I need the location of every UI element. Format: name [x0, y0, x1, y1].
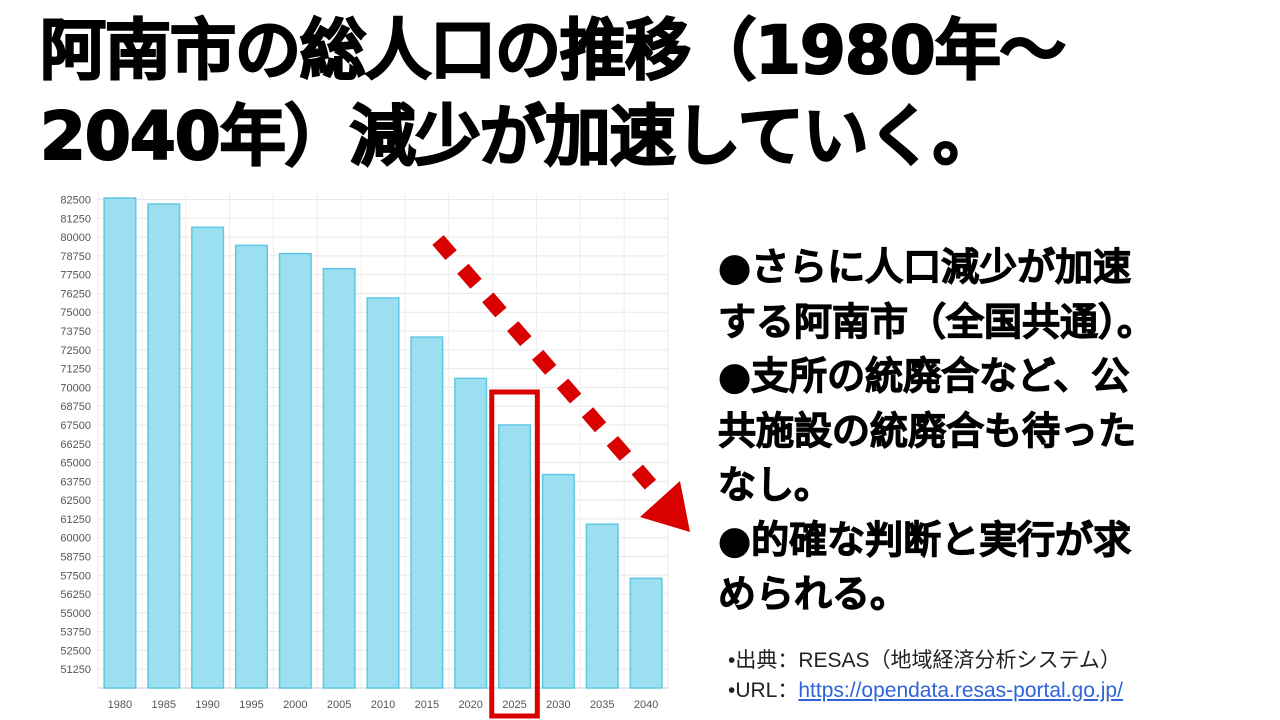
chart-bars [103, 197, 663, 689]
bullet-points: ●さらに人口減少が加速 する阿南市（全国共通）。 ●支所の統廃合など、公 共施設… [718, 240, 1273, 622]
x-tick-label: 1980 [108, 699, 132, 711]
bar-2040 [629, 577, 663, 689]
source-line: •出典：RESAS（地域経済分析システム） [728, 649, 1121, 672]
y-tick-label: 80000 [60, 232, 91, 244]
slide-title: 阿南市の総人口の推移（1980年～ 2040年）減少が加速していく。 [39, 8, 1260, 180]
bar-2005 [322, 267, 356, 689]
y-tick-label: 82500 [60, 195, 91, 207]
y-tick-label: 67500 [60, 420, 91, 432]
y-tick-label: 70000 [60, 382, 91, 394]
x-tick-label: 2010 [371, 699, 395, 711]
title-line-1: 阿南市の総人口の推移（1980年～ [39, 11, 1067, 90]
bar-2010 [366, 297, 400, 689]
x-tick-label: 2005 [327, 699, 351, 711]
bar-2015 [410, 336, 444, 689]
y-tick-label: 62500 [60, 495, 91, 507]
bar-2000 [278, 252, 312, 689]
bullet-line-7: められる。 [718, 572, 909, 617]
bullet-line-2: する阿南市（全国共通）。 [718, 299, 1156, 344]
y-tick-label: 58750 [60, 551, 91, 563]
bar-1995 [234, 244, 268, 689]
x-tick-label: 1990 [195, 699, 219, 711]
bar-1980 [103, 197, 137, 689]
y-tick-label: 73750 [60, 326, 91, 338]
x-tick-label: 2035 [590, 699, 614, 711]
source-link[interactable]: https://opendata.resas-portal.go.jp/ [798, 679, 1123, 702]
y-tick-label: 68750 [60, 401, 91, 413]
bullet-line-6: ●的確な判断と実行が求 [718, 517, 1132, 562]
x-axis-ticks: 1980 1985 1990 1995 2000 2005 2010 2015 2020 2025… [108, 699, 659, 711]
y-tick-label: 76250 [60, 288, 91, 300]
y-tick-label: 63750 [60, 476, 91, 488]
y-tick-label: 71250 [60, 364, 91, 376]
bar-2020 [454, 377, 488, 689]
y-tick-label: 60000 [60, 533, 91, 545]
y-tick-label: 77500 [60, 270, 91, 282]
y-tick-label: 72500 [60, 345, 91, 357]
bar-2030 [541, 473, 575, 689]
y-tick-label: 65000 [60, 458, 91, 470]
url-line: •URL：https://opendata.resas-portal.go.jp… [728, 676, 1123, 706]
y-tick-label: 78750 [60, 251, 91, 263]
x-tick-label: 2000 [283, 699, 307, 711]
y-tick-label: 56250 [60, 589, 91, 601]
y-axis-ticks: 51250 52500 53750 55000 56250 57500 58750 60000… [60, 195, 91, 677]
y-tick-label: 57500 [60, 570, 91, 582]
y-tick-label: 81250 [60, 213, 91, 225]
population-bar-chart: 51250 52500 53750 55000 56250 57500 58750 60000… [60, 192, 669, 719]
y-tick-label: 51250 [60, 664, 91, 676]
bar-1990 [191, 226, 225, 689]
url-label: •URL： [728, 679, 799, 702]
y-tick-label: 55000 [60, 608, 91, 620]
y-tick-label: 52500 [60, 645, 91, 657]
y-tick-label: 66250 [60, 439, 91, 451]
bullet-line-1: ●さらに人口減少が加速 [718, 245, 1132, 290]
y-tick-label: 61250 [60, 514, 91, 526]
y-tick-label: 53750 [60, 627, 91, 639]
bullet-line-4: 共施設の統廃合も待った [718, 408, 1137, 453]
source-citation: •出典：RESAS（地域経済分析システム） •URL：https://opend… [728, 646, 1123, 706]
x-tick-label: 1985 [152, 699, 176, 711]
bar-2025 [498, 424, 532, 689]
title-line-2: 2040年）減少が加速していく。 [39, 97, 1000, 176]
x-tick-label: 2020 [458, 699, 482, 711]
x-tick-label: 2040 [634, 699, 658, 711]
bullet-line-3: ●支所の統廃合など、公 [718, 354, 1130, 399]
x-tick-label: 2030 [546, 699, 570, 711]
bar-2035 [585, 523, 619, 689]
x-tick-label: 2015 [415, 699, 439, 711]
bar-1985 [147, 203, 181, 689]
y-tick-label: 75000 [60, 307, 91, 319]
x-tick-label: 1995 [239, 699, 263, 711]
x-tick-label: 2025 [502, 699, 526, 711]
bullet-line-5: なし。 [718, 463, 833, 508]
